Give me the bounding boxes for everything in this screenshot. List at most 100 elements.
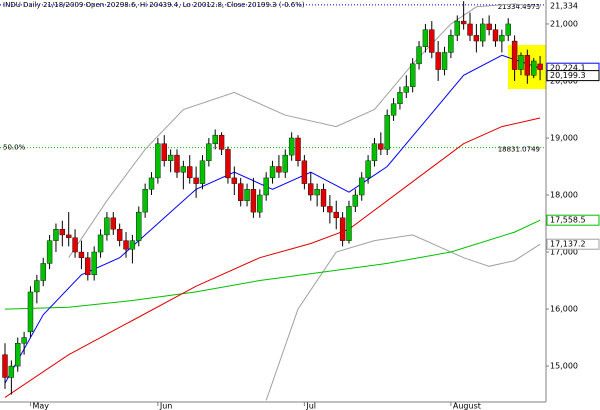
candle-body <box>467 23 473 36</box>
candle-body <box>359 177 365 196</box>
y-tick-label: 15,000 <box>550 362 578 371</box>
candle-body <box>85 257 91 276</box>
candle-body <box>110 217 116 230</box>
candle-body <box>346 206 352 241</box>
candle-body <box>21 337 27 344</box>
candle-body <box>397 92 403 104</box>
candle-body <box>116 229 123 241</box>
end-label: 17,137.2 <box>550 240 586 249</box>
candle-body <box>97 234 104 253</box>
candle-body <box>237 183 244 201</box>
candle-body <box>409 63 416 87</box>
candle-body <box>429 29 435 53</box>
candle-body <box>212 134 218 144</box>
overlay-line <box>265 234 541 401</box>
x-tick-label: May <box>32 402 49 410</box>
candle-body <box>390 103 397 116</box>
candle-body <box>492 29 499 42</box>
candle-body <box>422 29 429 47</box>
candle-body <box>314 189 320 196</box>
candle-body <box>59 229 66 236</box>
candle-body <box>167 154 174 161</box>
candle-body <box>72 237 78 253</box>
candle-body <box>518 55 524 70</box>
candle-body <box>231 177 238 184</box>
candle-body <box>2 354 8 378</box>
y-tick-label: 21,000 <box>550 19 578 28</box>
candle-body <box>78 251 85 258</box>
overlay-line <box>4 219 541 310</box>
candle-body <box>199 160 206 184</box>
candle-body <box>53 229 59 241</box>
end-label: 20,224.1 <box>550 64 586 73</box>
candle-body <box>148 177 155 190</box>
overlay-line <box>68 3 541 258</box>
x-tick-label: August <box>453 402 481 410</box>
candle-body <box>225 149 231 179</box>
candle-body <box>480 23 486 42</box>
candle-body <box>454 20 460 36</box>
x-tick-label: Jun <box>159 402 173 410</box>
candle-body <box>206 143 212 162</box>
candle-body <box>499 35 505 42</box>
candle-body <box>473 35 480 42</box>
candle-body <box>403 86 410 93</box>
candle-body <box>174 154 180 173</box>
candle-body <box>263 177 269 196</box>
candle-body <box>448 35 454 53</box>
candle-body <box>339 217 346 241</box>
candle-body <box>104 217 110 236</box>
candle-body <box>244 189 250 201</box>
candle-body <box>218 134 225 150</box>
candle-body <box>155 143 161 179</box>
candle-body <box>333 211 339 219</box>
candle-body <box>276 166 282 173</box>
candle-body <box>187 166 193 179</box>
end-label: 17,558.5 <box>550 216 586 225</box>
candle-body <box>269 166 276 179</box>
candle-body <box>511 40 518 70</box>
level-label: 18831.0749 <box>498 146 540 154</box>
overlay-line <box>4 117 541 398</box>
candle-body <box>46 240 53 264</box>
candle-body <box>352 194 359 207</box>
y-tick-label: 18,000 <box>550 191 578 200</box>
candle-body <box>250 189 257 213</box>
level-label: 21334.4973 <box>498 3 540 11</box>
candle-body <box>161 143 167 162</box>
candle-body <box>327 206 333 213</box>
candle-body <box>308 183 314 196</box>
candle-body <box>531 60 537 76</box>
candle-body <box>441 52 448 70</box>
candle-body <box>301 160 308 184</box>
level-axis-label: 21,334 <box>550 1 578 10</box>
candle-body <box>180 166 187 173</box>
candle-body <box>460 20 467 25</box>
level-name: 50.0% <box>3 144 26 152</box>
candle-body <box>505 23 511 36</box>
candle-body <box>524 55 531 76</box>
candle-body <box>365 160 371 179</box>
y-tick-label: 16,000 <box>550 305 578 314</box>
candle-body <box>129 240 136 250</box>
candle-body <box>65 234 72 238</box>
candle-body <box>537 63 543 70</box>
candle-body <box>282 154 288 173</box>
end-label-box <box>546 214 600 226</box>
candle-body <box>257 194 263 213</box>
candle-body <box>371 143 378 162</box>
candle-body <box>123 240 129 250</box>
candle-body <box>288 137 295 156</box>
y-tick-label: 17,000 <box>550 248 578 257</box>
candle-body <box>193 177 199 184</box>
candle-body <box>91 251 97 276</box>
candle-body <box>34 280 40 293</box>
close-label: 20,199.3 <box>550 71 586 80</box>
end-label-box <box>546 238 600 250</box>
candle-body <box>416 46 422 65</box>
candle-body <box>384 114 390 150</box>
candle-body <box>320 189 327 207</box>
candle-body <box>136 211 142 241</box>
candle-body <box>295 137 301 161</box>
